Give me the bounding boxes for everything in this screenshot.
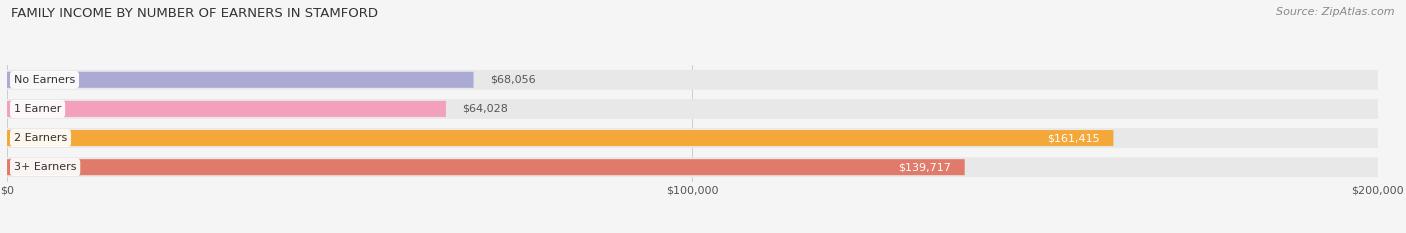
Text: Source: ZipAtlas.com: Source: ZipAtlas.com	[1277, 7, 1395, 17]
Text: 1 Earner: 1 Earner	[14, 104, 62, 114]
FancyBboxPatch shape	[7, 70, 1378, 90]
FancyBboxPatch shape	[7, 159, 965, 175]
Text: $68,056: $68,056	[489, 75, 536, 85]
FancyBboxPatch shape	[7, 130, 1114, 146]
Text: $161,415: $161,415	[1047, 133, 1099, 143]
Text: 3+ Earners: 3+ Earners	[14, 162, 76, 172]
Text: 2 Earners: 2 Earners	[14, 133, 67, 143]
FancyBboxPatch shape	[7, 157, 1378, 177]
Text: FAMILY INCOME BY NUMBER OF EARNERS IN STAMFORD: FAMILY INCOME BY NUMBER OF EARNERS IN ST…	[11, 7, 378, 20]
FancyBboxPatch shape	[7, 72, 474, 88]
FancyBboxPatch shape	[7, 128, 1378, 148]
Text: $139,717: $139,717	[898, 162, 950, 172]
Text: No Earners: No Earners	[14, 75, 75, 85]
Text: $64,028: $64,028	[463, 104, 508, 114]
FancyBboxPatch shape	[7, 101, 446, 117]
FancyBboxPatch shape	[7, 99, 1378, 119]
